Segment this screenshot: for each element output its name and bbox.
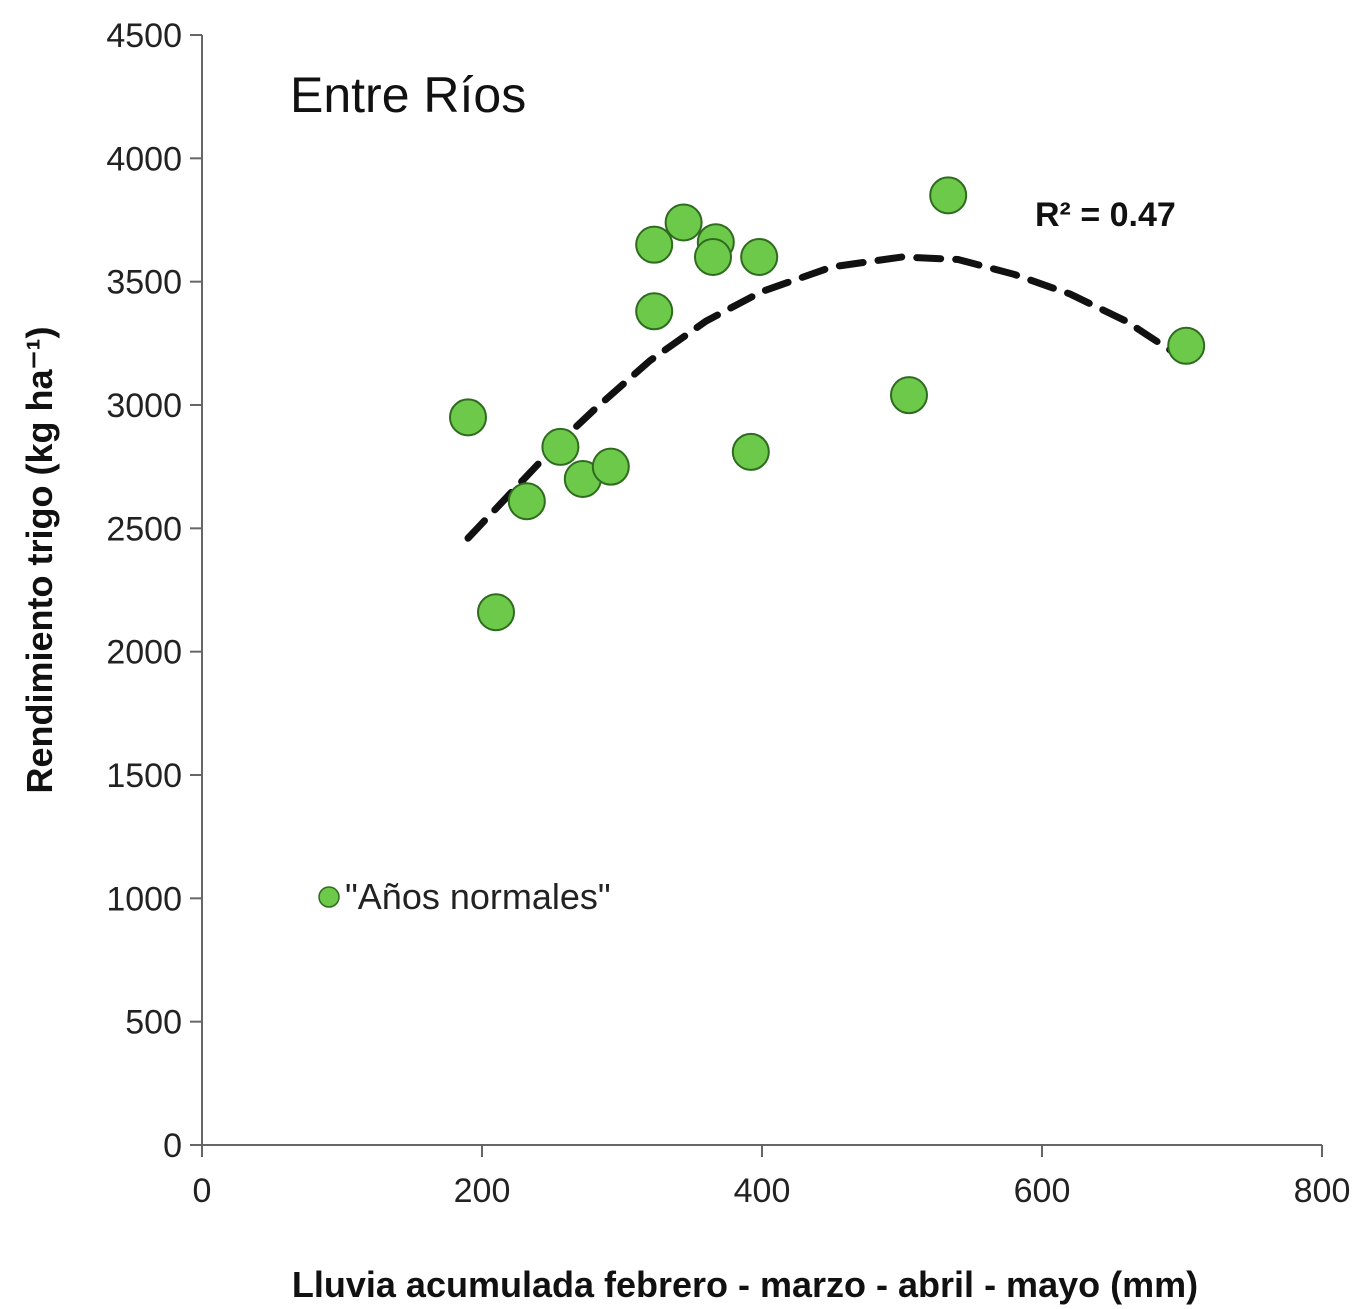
data-point — [1167, 326, 1206, 365]
data-points — [449, 176, 1206, 632]
x-tick-label: 800 — [1294, 1172, 1351, 1210]
y-tick-label: 1000 — [106, 880, 182, 918]
x-axis-title: Lluvia acumulada febrero - marzo - abril… — [292, 1264, 1198, 1305]
data-point — [507, 482, 546, 521]
data-point — [477, 593, 515, 632]
chart-title: Entre Ríos — [290, 67, 526, 123]
legend-marker — [318, 886, 340, 908]
data-point — [890, 376, 928, 415]
y-tick-label: 3000 — [106, 387, 182, 425]
data-point — [635, 292, 674, 331]
y-tick-label: 3500 — [106, 264, 182, 302]
legend: "Años normales" — [318, 876, 611, 917]
data-point — [591, 447, 630, 486]
x-tick-label: 600 — [1014, 1172, 1071, 1210]
y-tick-label: 4500 — [106, 17, 182, 55]
legend-label: "Años normales" — [345, 876, 611, 917]
y-tick-label: 1500 — [106, 757, 182, 795]
data-point — [449, 398, 487, 437]
data-point — [541, 427, 580, 466]
r-squared-annotation: R² = 0.47 — [1035, 196, 1176, 234]
y-axis-title: Rendimiento trigo (kg ha⁻¹) — [19, 327, 60, 794]
x-tick-label: 0 — [193, 1172, 212, 1210]
data-point — [929, 176, 968, 215]
data-point — [694, 238, 732, 276]
data-point — [740, 238, 779, 276]
y-tick-label: 2000 — [106, 634, 182, 672]
data-point — [664, 203, 703, 242]
axes: 0 500 1000 1500 2000 2500 3000 3500 4000 4500 0 200… — [106, 17, 1350, 1210]
y-tick-label: 2500 — [106, 510, 182, 548]
x-tick-label: 200 — [454, 1172, 511, 1210]
x-tick-label: 400 — [734, 1172, 791, 1210]
y-tick-label: 500 — [125, 1004, 182, 1042]
y-tick-label: 4000 — [106, 140, 182, 178]
y-tick-label: 0 — [163, 1127, 182, 1165]
data-point — [731, 432, 770, 471]
data-point — [635, 225, 674, 264]
